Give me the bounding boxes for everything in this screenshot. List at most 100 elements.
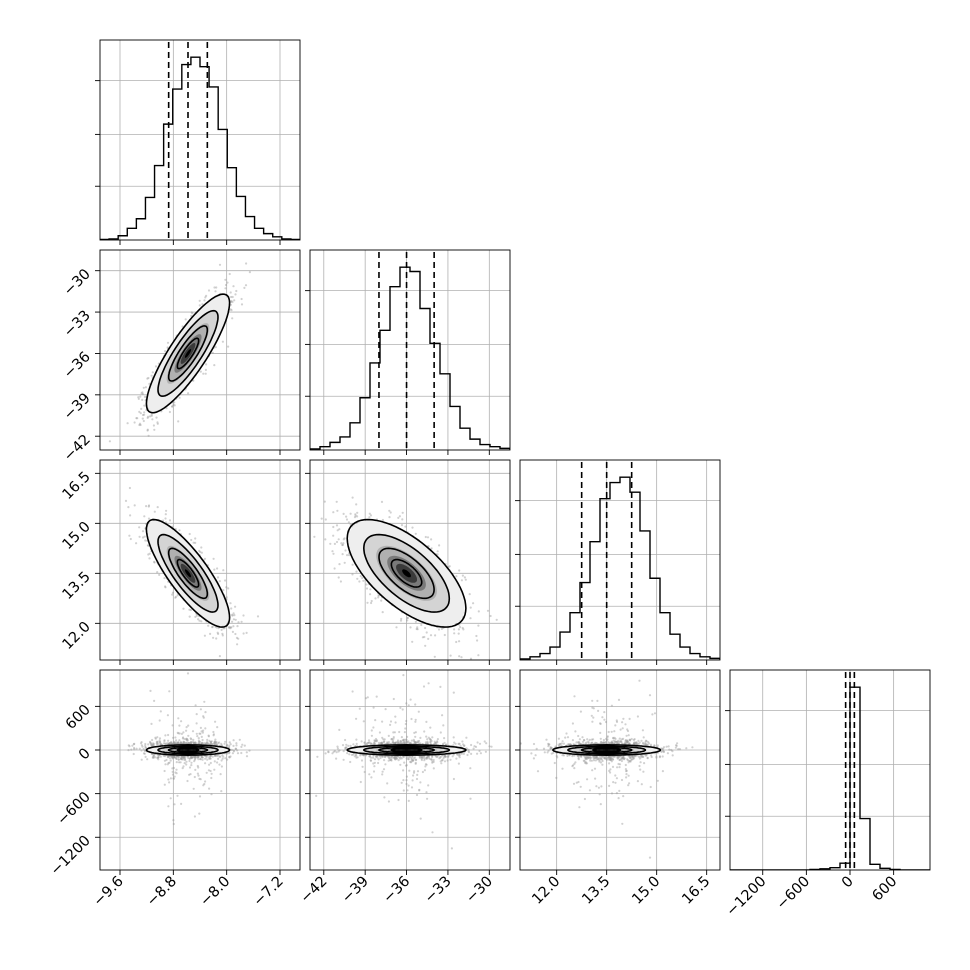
sample-point xyxy=(399,740,402,743)
sample-point xyxy=(420,758,423,762)
sample-point xyxy=(186,672,190,675)
sample-point xyxy=(342,512,345,516)
sample-point xyxy=(126,422,129,425)
sample-point xyxy=(129,537,132,541)
sample-point xyxy=(190,757,193,760)
sample-point xyxy=(457,762,460,765)
sample-point xyxy=(383,755,386,758)
sample-point xyxy=(394,721,397,724)
sample-point xyxy=(140,744,143,747)
sample-point xyxy=(175,772,178,775)
sample-point xyxy=(133,748,136,751)
sample-point xyxy=(442,742,445,746)
sample-point xyxy=(412,757,416,760)
sample-point xyxy=(177,742,180,745)
sample-point xyxy=(182,742,185,745)
sample-point xyxy=(170,741,173,745)
sample-point xyxy=(157,755,160,759)
sample-point xyxy=(443,755,446,759)
sample-point xyxy=(164,517,167,520)
sample-point xyxy=(212,734,215,737)
sample-point xyxy=(380,500,384,503)
sample-point xyxy=(190,738,193,741)
sample-point xyxy=(368,741,371,744)
sample-point xyxy=(332,525,335,529)
sample-point xyxy=(402,769,405,772)
sample-point xyxy=(414,762,417,765)
sample-point xyxy=(201,303,204,306)
sample-point xyxy=(389,758,392,762)
sample-point xyxy=(203,742,206,745)
sample-point xyxy=(209,769,212,773)
sample-point xyxy=(179,741,182,744)
sample-point xyxy=(197,618,200,621)
sample-point xyxy=(354,513,357,516)
sample-point xyxy=(151,756,154,759)
sample-point xyxy=(143,749,146,752)
sample-point xyxy=(141,536,145,539)
sample-point xyxy=(382,768,386,771)
sample-point xyxy=(178,396,181,399)
sample-point xyxy=(372,754,375,757)
sample-point xyxy=(132,752,135,756)
sample-point xyxy=(457,628,460,631)
sample-point xyxy=(185,760,188,763)
sample-point xyxy=(199,550,202,554)
sample-point xyxy=(227,626,231,629)
sample-point xyxy=(401,511,404,514)
sample-point xyxy=(429,738,432,741)
sample-point xyxy=(185,739,188,742)
sample-point xyxy=(141,398,144,401)
sample-point xyxy=(395,757,398,760)
sample-point xyxy=(211,625,214,628)
sample-point xyxy=(395,756,398,760)
sample-point xyxy=(432,758,435,762)
sample-point xyxy=(375,695,378,698)
sample-point xyxy=(206,758,209,761)
sample-point xyxy=(133,746,136,750)
sample-point xyxy=(476,639,479,642)
sample-point xyxy=(205,756,208,759)
sample-point xyxy=(230,309,233,312)
sample-point xyxy=(388,509,391,512)
sample-point xyxy=(458,655,461,658)
sample-point xyxy=(398,515,401,518)
sample-point xyxy=(170,742,173,745)
sample-point xyxy=(456,753,459,756)
sample-point xyxy=(142,419,145,423)
sample-point xyxy=(361,753,364,757)
sample-point xyxy=(166,756,169,759)
sample-point xyxy=(166,341,170,344)
sample-point xyxy=(400,524,404,527)
sample-point xyxy=(343,537,346,540)
sample-point xyxy=(216,576,220,579)
sample-point xyxy=(108,440,111,443)
sample-point xyxy=(175,761,178,764)
sample-point xyxy=(435,755,438,758)
sample-point xyxy=(365,587,369,590)
sample-point xyxy=(200,741,203,745)
sample-point xyxy=(157,756,160,759)
sample-point xyxy=(179,757,183,761)
sample-point xyxy=(214,754,217,757)
sample-point xyxy=(416,741,419,744)
sample-point xyxy=(167,761,170,765)
sample-point xyxy=(362,753,365,757)
sample-point xyxy=(208,763,211,766)
sample-point xyxy=(394,715,397,718)
sample-point xyxy=(415,741,418,744)
sample-point xyxy=(224,287,227,290)
sample-point xyxy=(163,769,166,773)
sample-point xyxy=(219,755,222,758)
sample-point xyxy=(465,747,468,750)
sample-point xyxy=(315,794,318,798)
sample-point xyxy=(147,553,150,556)
sample-point xyxy=(232,612,235,615)
sample-point xyxy=(144,386,147,389)
sample-point xyxy=(472,602,475,605)
sample-point xyxy=(373,742,376,745)
sample-point xyxy=(228,744,231,747)
contour-line xyxy=(167,547,209,600)
sample-point xyxy=(396,739,400,742)
sample-point xyxy=(408,756,411,759)
